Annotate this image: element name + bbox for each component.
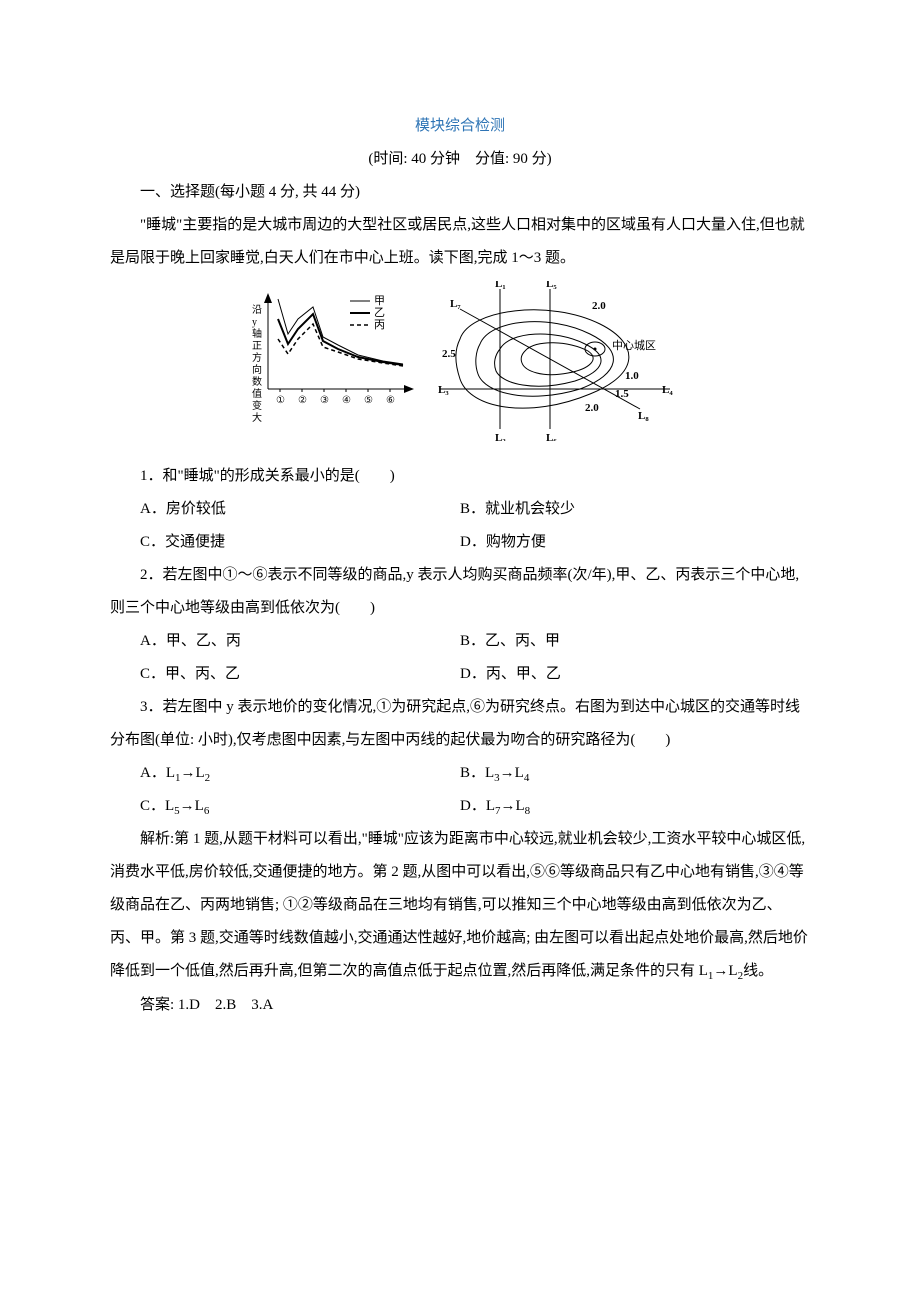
q3-option-d: D．L7→L8 <box>460 790 810 823</box>
y-axis-char: 值 <box>252 387 262 400</box>
legend-yi: 乙 <box>374 306 385 319</box>
q2-option-a: A．甲、乙、丙 <box>110 625 460 658</box>
doc-title: 模块综合检测 <box>110 110 810 143</box>
y-axis-char: 轴 <box>252 327 262 340</box>
y-axis-char: 大 <box>252 411 262 424</box>
svg-text:L₁: L₁ <box>495 281 506 290</box>
svg-text:2.5: 2.5 <box>442 348 456 360</box>
q3-option-a: A．L1→L2 <box>110 757 460 790</box>
q3-option-b: B．L3→L4 <box>460 757 810 790</box>
svg-text:2.0: 2.0 <box>592 300 606 312</box>
svg-text:②: ② <box>298 395 307 406</box>
q2-option-d: D．丙、甲、乙 <box>460 658 810 691</box>
svg-text:L₄: L₄ <box>662 384 673 396</box>
page: 模块综合检测 (时间: 40 分钟 分值: 90 分) 一、选择题(每小题 4 … <box>0 0 920 1302</box>
center-label: 中心城区 <box>612 339 656 352</box>
y-axis-char: 向 <box>252 363 262 376</box>
y-axis-char: 方 <box>252 351 262 364</box>
y-axis-char: 数 <box>252 375 262 388</box>
analysis: 解析:第 1 题,从题干材料可以看出,"睡城"应该为距离市中心较远,就业机会较少… <box>110 823 810 988</box>
svg-text:L₅: L₅ <box>546 281 557 290</box>
figure: 沿 y 轴 正 方 向 数 值 变 大 ① ② ③ ④ ⑤ ⑥ 甲 乙 <box>110 281 810 454</box>
svg-text:L₇: L₇ <box>450 298 461 310</box>
y-axis-char: y <box>252 317 257 328</box>
q1-option-a: A．房价较低 <box>110 493 460 526</box>
svg-text:①: ① <box>276 395 285 406</box>
svg-text:L₃: L₃ <box>438 384 449 396</box>
svg-text:1.5: 1.5 <box>615 388 629 400</box>
section-heading: 一、选择题(每小题 4 分, 共 44 分) <box>110 176 810 209</box>
q1-option-d: D．购物方便 <box>460 526 810 559</box>
intro-paragraph: "睡城"主要指的是大城市周边的大型社区或居民点,这些人口相对集中的区域虽有人口大… <box>110 209 810 275</box>
y-axis-char: 变 <box>252 399 262 412</box>
q3-option-c: C．L5→L6 <box>110 790 460 823</box>
svg-text:L₆: L₆ <box>546 432 557 441</box>
q1-option-b: B．就业机会较少 <box>460 493 810 526</box>
svg-text:L₂: L₂ <box>495 432 506 441</box>
y-axis-char: 正 <box>252 341 262 352</box>
svg-text:1.0: 1.0 <box>625 370 639 382</box>
doc-subtitle: (时间: 40 分钟 分值: 90 分) <box>110 143 810 176</box>
answers: 答案: 1.D 2.B 3.A <box>110 989 810 1022</box>
q1-option-c: C．交通便捷 <box>110 526 460 559</box>
q2-option-c: C．甲、丙、乙 <box>110 658 460 691</box>
svg-text:2.0: 2.0 <box>585 402 599 414</box>
svg-text:④: ④ <box>342 395 351 406</box>
q3-stem: 3．若左图中 y 表示地价的变化情况,①为研究起点,⑥为研究终点。右图为到达中心… <box>110 691 810 757</box>
svg-text:⑤: ⑤ <box>364 395 373 406</box>
svg-text:L₈: L₈ <box>638 410 649 422</box>
y-axis-char: 沿 <box>252 304 262 316</box>
svg-text:⑥: ⑥ <box>386 395 395 406</box>
legend-jia: 甲 <box>374 295 385 307</box>
svg-text:③: ③ <box>320 395 329 406</box>
diagram-svg: 沿 y 轴 正 方 向 数 值 变 大 ① ② ③ ④ ⑤ ⑥ 甲 乙 <box>230 281 690 441</box>
q2-stem: 2．若左图中①～⑥表示不同等级的商品,y 表示人均购买商品频率(次/年),甲、乙… <box>110 559 810 625</box>
q1-stem: 1．和"睡城"的形成关系最小的是( ) <box>110 460 810 493</box>
analysis-label: 解析: <box>140 831 174 847</box>
legend-bing: 丙 <box>374 319 385 331</box>
q2-option-b: B．乙、丙、甲 <box>460 625 810 658</box>
